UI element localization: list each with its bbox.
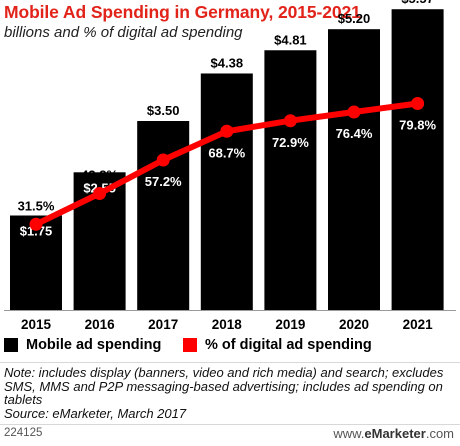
x-tick-label-2016: 2016 bbox=[85, 317, 116, 332]
x-tick-label-2021: 2021 bbox=[403, 317, 434, 332]
brand-prefix: www. bbox=[333, 426, 365, 441]
line-point-2018 bbox=[220, 124, 234, 138]
line-value-label-2021: 79.8% bbox=[399, 118, 436, 133]
legend-swatch-bar bbox=[4, 338, 18, 352]
chart-area: 2015201620172018201920202021$1.75$2.55$3… bbox=[4, 0, 456, 332]
divider-top bbox=[0, 362, 460, 363]
bar-2019 bbox=[264, 50, 317, 310]
x-tick-label-2019: 2019 bbox=[275, 317, 305, 332]
line-value-label-2018: 68.7% bbox=[208, 145, 245, 160]
legend-label-bar: Mobile ad spending bbox=[26, 337, 162, 353]
line-point-2021 bbox=[411, 97, 425, 110]
x-tick-label-2020: 2020 bbox=[339, 317, 369, 332]
bar-value-label-2015: $1.75 bbox=[20, 224, 53, 239]
chart-notes: Note: includes display (banners, video a… bbox=[4, 366, 456, 420]
line-point-2020 bbox=[347, 105, 361, 119]
brand-link[interactable]: www.eMarketer.com bbox=[333, 426, 454, 441]
legend-item-digital-share: % of digital ad spending bbox=[183, 337, 372, 353]
x-tick-label-2018: 2018 bbox=[212, 317, 243, 332]
bar-2018 bbox=[200, 73, 253, 310]
bar-value-label-2021: $5.57 bbox=[401, 0, 434, 6]
brand-suffix: .com bbox=[425, 426, 454, 441]
line-point-2019 bbox=[283, 114, 297, 128]
chart-id: 224125 bbox=[4, 427, 43, 439]
bar-value-label-2020: $5.20 bbox=[338, 11, 371, 26]
x-tick-label-2017: 2017 bbox=[148, 317, 178, 332]
bar-2015 bbox=[10, 215, 62, 310]
line-point-2015 bbox=[29, 217, 43, 231]
line-value-label-2020: 76.4% bbox=[336, 126, 373, 141]
chart-subtitle: billions and % of digital ad spending bbox=[4, 24, 243, 41]
bar-2021 bbox=[391, 9, 444, 310]
line-value-label-2015: 31.5% bbox=[18, 198, 55, 213]
line-value-label-2019: 72.9% bbox=[272, 135, 309, 150]
line-point-2017 bbox=[156, 153, 170, 167]
bar-2020 bbox=[328, 29, 380, 310]
legend-label-line: % of digital ad spending bbox=[205, 337, 372, 353]
note-text: Note: includes display (banners, video a… bbox=[4, 365, 444, 408]
line-value-label-2016: 43.8% bbox=[81, 168, 118, 183]
legend-item-mobile-ad-spending: Mobile ad spending bbox=[4, 337, 161, 353]
line-point-2016 bbox=[93, 187, 107, 200]
chart-legend: Mobile ad spending % of digital ad spend… bbox=[0, 337, 460, 361]
divider-bottom bbox=[0, 424, 460, 425]
bar-value-label-2017: $3.50 bbox=[147, 103, 180, 118]
source-text: Source: eMarketer, March 2017 bbox=[4, 405, 187, 421]
brand-name: eMarketer bbox=[364, 426, 426, 441]
x-tick-label-2015: 2015 bbox=[21, 317, 52, 332]
bar-value-label-2019: $4.81 bbox=[274, 32, 307, 47]
line-value-label-2017: 57.2% bbox=[145, 174, 182, 189]
chart-title: Mobile Ad Spending in Germany, 2015-2021 bbox=[4, 2, 361, 22]
bar-value-label-2018: $4.38 bbox=[211, 55, 244, 70]
legend-swatch-line bbox=[183, 338, 197, 352]
